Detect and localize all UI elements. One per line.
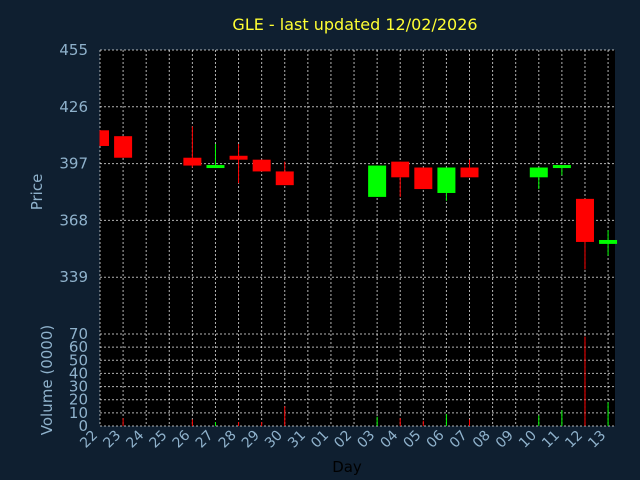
candle-body [414,167,433,190]
candle-body [437,167,456,193]
price-tick-label: 455 [59,41,88,59]
candle-body [575,198,594,242]
candle-body [391,161,410,178]
volume-tick-label: 20 [69,391,88,409]
candle-body [206,165,225,169]
x-axis-label: Day [332,458,362,476]
candle-body [229,155,248,160]
chart-title: GLE - last updated 12/02/2026 [232,15,477,34]
candle-body [114,136,133,158]
candle-body [552,165,571,169]
candle-body [183,157,202,166]
volume-tick-label: 0 [78,417,88,435]
candle-body [100,130,109,146]
candle-body [252,159,271,172]
candle-body [460,167,479,178]
volume-tick-label: 60 [69,338,88,356]
candles [99,126,618,270]
volume-tick-label: 50 [69,351,88,369]
volume-axis-label: Volume (0000) [38,325,56,435]
price-tick-label: 397 [59,155,88,173]
price-tick-label: 426 [59,98,88,116]
price-axis-label: Price [28,174,46,211]
price-plot-area [100,50,615,334]
candle-body [275,171,294,186]
price-tick-label: 368 [59,211,88,229]
volume-tick-label: 30 [69,378,88,396]
volume-tick-label: 10 [69,404,88,422]
volume-bars [122,336,609,426]
candle-body [599,239,618,244]
volume-tick-label: 40 [69,364,88,382]
candle-body [529,167,548,178]
volume-tick-label: 70 [69,325,88,343]
x-axis-ticks: 22 23 24 25 26 27 28 29 30 31 01 02 03 04 05 06 07 08 09 10… [77,427,609,451]
volume-plot-area [100,334,615,426]
price-axis-ticks: 455 426 397 368 339 [59,41,88,286]
candle-body [368,165,387,197]
price-tick-label: 339 [59,268,88,286]
